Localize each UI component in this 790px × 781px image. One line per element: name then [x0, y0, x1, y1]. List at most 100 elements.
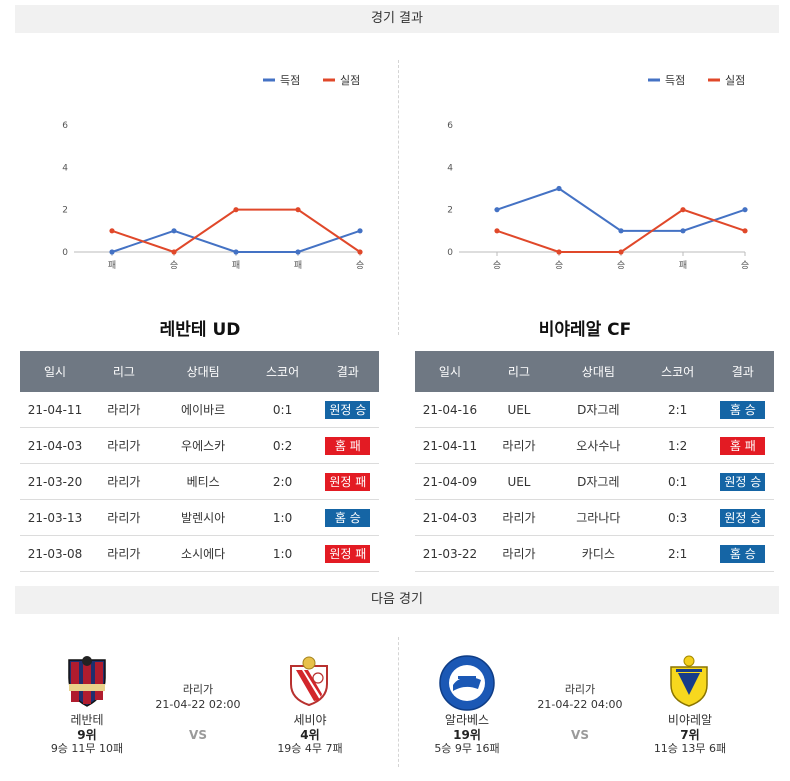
legend-label: 실점 — [725, 74, 745, 87]
cell-opponent: D자그레 — [553, 392, 644, 428]
cell-result: 홈 패 — [711, 427, 774, 464]
team-title-levante: 레반테 UD — [159, 320, 241, 340]
data-point — [742, 228, 748, 234]
x-tick-label: 패 — [294, 260, 302, 271]
data-point — [295, 249, 301, 255]
y-tick-label: 0 — [447, 248, 453, 258]
cell-result: 원정 승 — [711, 499, 774, 536]
table-header-row: 일시 리그 상대팀 스코어 결과 — [20, 351, 379, 392]
y-tick-label: 0 — [62, 248, 68, 258]
team-title-villarreal: 비야레알 CF — [538, 320, 632, 340]
cell-result: 원정 승 — [316, 392, 379, 428]
data-point — [357, 228, 363, 234]
x-tick-label: 패 — [108, 260, 116, 271]
cell-opponent: 그라나다 — [553, 499, 644, 536]
cell-date: 21-04-09 — [415, 463, 485, 500]
cell-result: 원정 패 — [316, 535, 379, 572]
cell-date: 21-04-03 — [415, 499, 485, 536]
table-row: 21-03-08 라리가 소시에다 1:0 원정 패 — [20, 535, 379, 572]
x-tick-label: 승 — [555, 260, 563, 271]
match-league: 라리가 — [564, 683, 596, 696]
result-badge: 원정 승 — [325, 400, 371, 419]
data-point — [618, 228, 624, 234]
data-point — [556, 249, 562, 255]
cell-score: 0:2 — [248, 427, 317, 464]
match-datetime: 21-04-22 04:00 — [537, 698, 623, 711]
cell-date: 21-03-13 — [20, 499, 90, 536]
cell-opponent: 에이바르 — [157, 392, 249, 428]
x-tick-label: 승 — [617, 260, 625, 271]
result-badge: 홈 승 — [720, 544, 766, 563]
cell-opponent: 카디스 — [553, 535, 644, 572]
col-date: 일시 — [415, 351, 485, 392]
table-row: 21-04-03 라리가 그라나다 0:3 원정 승 — [415, 499, 774, 536]
cell-opponent: 베티스 — [157, 463, 249, 500]
home-team-name: 알라베스 — [444, 713, 490, 727]
data-point — [109, 249, 115, 255]
cell-score: 1:0 — [248, 535, 317, 572]
data-point — [233, 207, 239, 213]
villarreal-results-chart: 득점 실점 0 2 4 6 승 승 승 패 승 — [447, 74, 749, 271]
table-row: 21-03-22 라리가 카디스 2:1 홈 승 — [415, 535, 774, 572]
match-datetime: 21-04-22 02:00 — [155, 698, 241, 711]
away-team-record: 11승 13무 6패 — [653, 742, 727, 755]
result-badge: 원정 패 — [325, 544, 371, 563]
cell-league: 라리가 — [90, 499, 158, 536]
x-tick-label: 패 — [232, 260, 240, 271]
y-tick-label: 4 — [62, 163, 68, 173]
data-point — [171, 228, 177, 234]
table-row: 21-04-11 라리가 오사수나 1:2 홈 패 — [415, 427, 774, 464]
cell-date: 21-04-03 — [20, 427, 90, 464]
cell-score: 2:1 — [643, 535, 712, 572]
data-point — [233, 249, 239, 255]
col-opponent: 상대팀 — [157, 351, 249, 392]
data-point — [618, 249, 624, 255]
away-team-name: 세비야 — [293, 713, 327, 727]
cell-opponent: 소시에다 — [157, 535, 249, 572]
table-row: 21-04-03 라리가 우에스카 0:2 홈 패 — [20, 427, 379, 464]
column-divider — [398, 60, 399, 335]
y-tick-label: 6 — [62, 121, 68, 131]
result-badge: 홈 패 — [325, 436, 371, 455]
vs-label: VS — [189, 728, 207, 742]
cell-opponent: 발렌시아 — [157, 499, 249, 536]
cell-score: 2:0 — [248, 463, 317, 500]
result-badge: 홈 승 — [720, 400, 766, 419]
villarreal-logo-icon — [670, 655, 708, 707]
data-point — [680, 228, 686, 234]
col-league: 리그 — [484, 351, 554, 392]
cell-result: 홈 승 — [316, 499, 379, 536]
cell-opponent: 오사수나 — [553, 427, 644, 464]
series-line-scored — [496, 187, 746, 232]
col-opponent: 상대팀 — [553, 351, 644, 392]
cell-opponent: D자그레 — [553, 463, 644, 500]
sevilla-logo-icon — [290, 656, 328, 706]
away-team-record: 19승 4무 7패 — [277, 742, 343, 755]
cell-score: 0:1 — [248, 392, 317, 428]
away-team-rank: 4위 — [300, 728, 320, 742]
cell-result: 홈 승 — [711, 535, 774, 572]
cell-league: UEL — [484, 463, 554, 500]
result-badge: 홈 패 — [720, 436, 766, 455]
alaves-logo-icon — [439, 655, 495, 711]
legend-label: 실점 — [340, 74, 360, 87]
col-score: 스코어 — [643, 351, 712, 392]
result-badge: 원정 승 — [720, 508, 766, 527]
x-tick-label: 승 — [356, 260, 364, 271]
home-team-record: 5승 9무 16패 — [434, 742, 500, 755]
data-point — [109, 228, 115, 234]
x-tick-label: 승 — [170, 260, 178, 271]
cell-score: 0:1 — [643, 463, 712, 500]
cell-date: 21-04-11 — [415, 427, 485, 464]
result-badge: 원정 패 — [325, 472, 371, 491]
result-badge: 홈 승 — [325, 508, 371, 527]
cell-league: 라리가 — [90, 463, 158, 500]
cell-date: 21-04-11 — [20, 392, 90, 428]
y-tick-label: 6 — [447, 121, 453, 131]
cell-date: 21-04-16 — [415, 392, 485, 428]
series-line-scored — [111, 229, 361, 253]
cell-score: 2:1 — [643, 392, 712, 428]
data-point — [742, 207, 748, 213]
cell-date: 21-03-20 — [20, 463, 90, 500]
